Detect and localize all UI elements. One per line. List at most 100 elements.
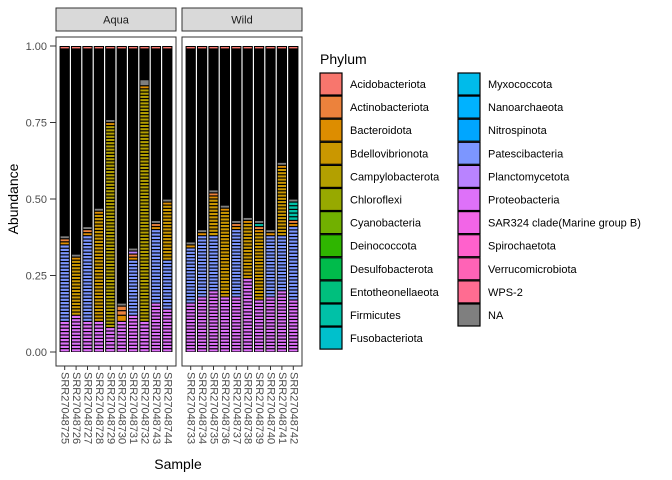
legend-label: Campylobacterota bbox=[350, 171, 440, 183]
facet-strip bbox=[181, 7, 303, 32]
bar-segment-bdellovibrionota bbox=[277, 169, 287, 236]
taxon-stripe bbox=[232, 320, 241, 323]
taxon-stripe bbox=[266, 258, 275, 261]
legend-swatch bbox=[319, 187, 343, 212]
taxon-stripe bbox=[220, 320, 230, 323]
taxon-stripe bbox=[94, 332, 104, 335]
taxon-stripe bbox=[197, 316, 207, 319]
taxon-stripe bbox=[94, 208, 104, 211]
taxon-stripe bbox=[94, 273, 104, 276]
legend-item: SAR324 clade(Marine group B) bbox=[457, 211, 641, 235]
legend-label: Myxococcota bbox=[488, 79, 553, 91]
taxon-stripe bbox=[140, 137, 149, 140]
taxon-stripe bbox=[71, 273, 81, 276]
taxon-stripe bbox=[94, 240, 104, 243]
taxon-stripe bbox=[243, 253, 252, 256]
taxon-stripe bbox=[60, 239, 69, 242]
taxon-stripe bbox=[163, 316, 172, 319]
taxon-stripe bbox=[151, 339, 161, 342]
taxon-stripe bbox=[128, 293, 138, 296]
taxon-stripe bbox=[60, 322, 69, 325]
taxon-stripe bbox=[163, 199, 172, 202]
taxon-stripe bbox=[83, 312, 92, 315]
taxon-stripe bbox=[117, 328, 126, 331]
taxon-stripe bbox=[243, 322, 252, 325]
legend-swatch bbox=[457, 211, 481, 235]
bar-segment-bdellovibrionota bbox=[254, 233, 264, 300]
taxon-stripe bbox=[266, 339, 275, 342]
taxon-stripe bbox=[151, 342, 161, 345]
taxon-stripe bbox=[140, 260, 149, 263]
bar-segment-patescibacteria bbox=[197, 236, 207, 297]
taxon-stripe bbox=[232, 255, 241, 258]
taxon-stripe bbox=[163, 251, 172, 254]
taxon-stripe bbox=[220, 234, 230, 238]
taxon-stripe bbox=[151, 300, 161, 303]
taxon-stripe bbox=[94, 312, 104, 315]
taxon-stripe bbox=[60, 282, 69, 285]
legend-label: Actinobacteriota bbox=[350, 102, 430, 114]
taxon-stripe bbox=[106, 215, 115, 218]
taxon-stripe bbox=[209, 304, 218, 307]
taxon-stripe bbox=[60, 332, 69, 335]
taxon-stripe bbox=[83, 335, 92, 338]
taxon-stripe bbox=[163, 244, 172, 247]
taxon-stripe bbox=[209, 255, 218, 258]
taxon-stripe bbox=[277, 294, 287, 297]
taxon-stripe bbox=[220, 205, 230, 208]
taxon-stripe bbox=[117, 342, 126, 345]
taxon-stripe bbox=[106, 302, 115, 305]
bar-top-sliver bbox=[220, 47, 230, 49]
bar-segment-na bbox=[186, 242, 195, 245]
taxon-stripe bbox=[106, 318, 115, 321]
x-tick-label: SRR27048744 bbox=[161, 372, 173, 444]
taxon-stripe bbox=[140, 115, 149, 118]
taxon-stripe bbox=[83, 233, 92, 236]
taxon-stripe bbox=[106, 123, 115, 125]
taxon-stripe bbox=[209, 336, 218, 339]
taxon-stripe bbox=[106, 183, 115, 186]
legend-label: Desulfobacterota bbox=[350, 264, 434, 276]
taxon-stripe bbox=[277, 262, 287, 265]
taxon-stripe bbox=[94, 244, 104, 247]
bar-segment-patescibacteria bbox=[163, 260, 172, 309]
taxon-stripe bbox=[128, 267, 138, 270]
taxon-stripe bbox=[220, 281, 230, 284]
taxon-stripe bbox=[163, 208, 172, 211]
taxon-stripe bbox=[151, 280, 161, 283]
taxon-stripe bbox=[117, 349, 126, 352]
taxon-stripe bbox=[232, 268, 241, 271]
taxon-stripe bbox=[277, 236, 287, 239]
taxon-stripe bbox=[289, 221, 298, 223]
legend-label: Chloroflexi bbox=[350, 195, 402, 207]
taxon-stripe bbox=[94, 257, 104, 260]
taxon-stripe bbox=[266, 252, 275, 255]
taxon-stripe bbox=[140, 92, 149, 95]
taxon-stripe bbox=[106, 296, 115, 299]
taxon-stripe bbox=[209, 212, 218, 216]
taxon-stripe bbox=[163, 212, 172, 215]
taxon-stripe bbox=[163, 306, 172, 309]
taxon-stripe bbox=[140, 105, 149, 108]
taxon-stripe bbox=[209, 349, 218, 352]
taxon-stripe bbox=[209, 265, 218, 268]
taxon-stripe bbox=[117, 335, 126, 338]
bar-segment-patescibacteria bbox=[266, 236, 275, 297]
taxon-stripe bbox=[289, 263, 298, 266]
taxon-stripe bbox=[232, 310, 241, 313]
taxon-stripe bbox=[140, 199, 149, 202]
legend-swatch bbox=[319, 211, 343, 235]
taxon-stripe bbox=[232, 221, 241, 223]
taxon-stripe bbox=[106, 349, 115, 352]
taxon-stripe bbox=[117, 325, 126, 328]
y-tick-label: 1.00 bbox=[26, 41, 47, 53]
taxon-stripe bbox=[128, 273, 138, 276]
bar-segment-bdellovibrionota bbox=[209, 199, 218, 236]
taxon-stripe bbox=[289, 247, 298, 250]
taxon-stripe bbox=[94, 231, 104, 234]
legend-swatch bbox=[457, 118, 481, 142]
taxon-stripe bbox=[151, 316, 161, 319]
taxon-stripe bbox=[106, 283, 115, 286]
taxon-stripe bbox=[60, 245, 69, 248]
taxon-stripe bbox=[289, 206, 298, 209]
